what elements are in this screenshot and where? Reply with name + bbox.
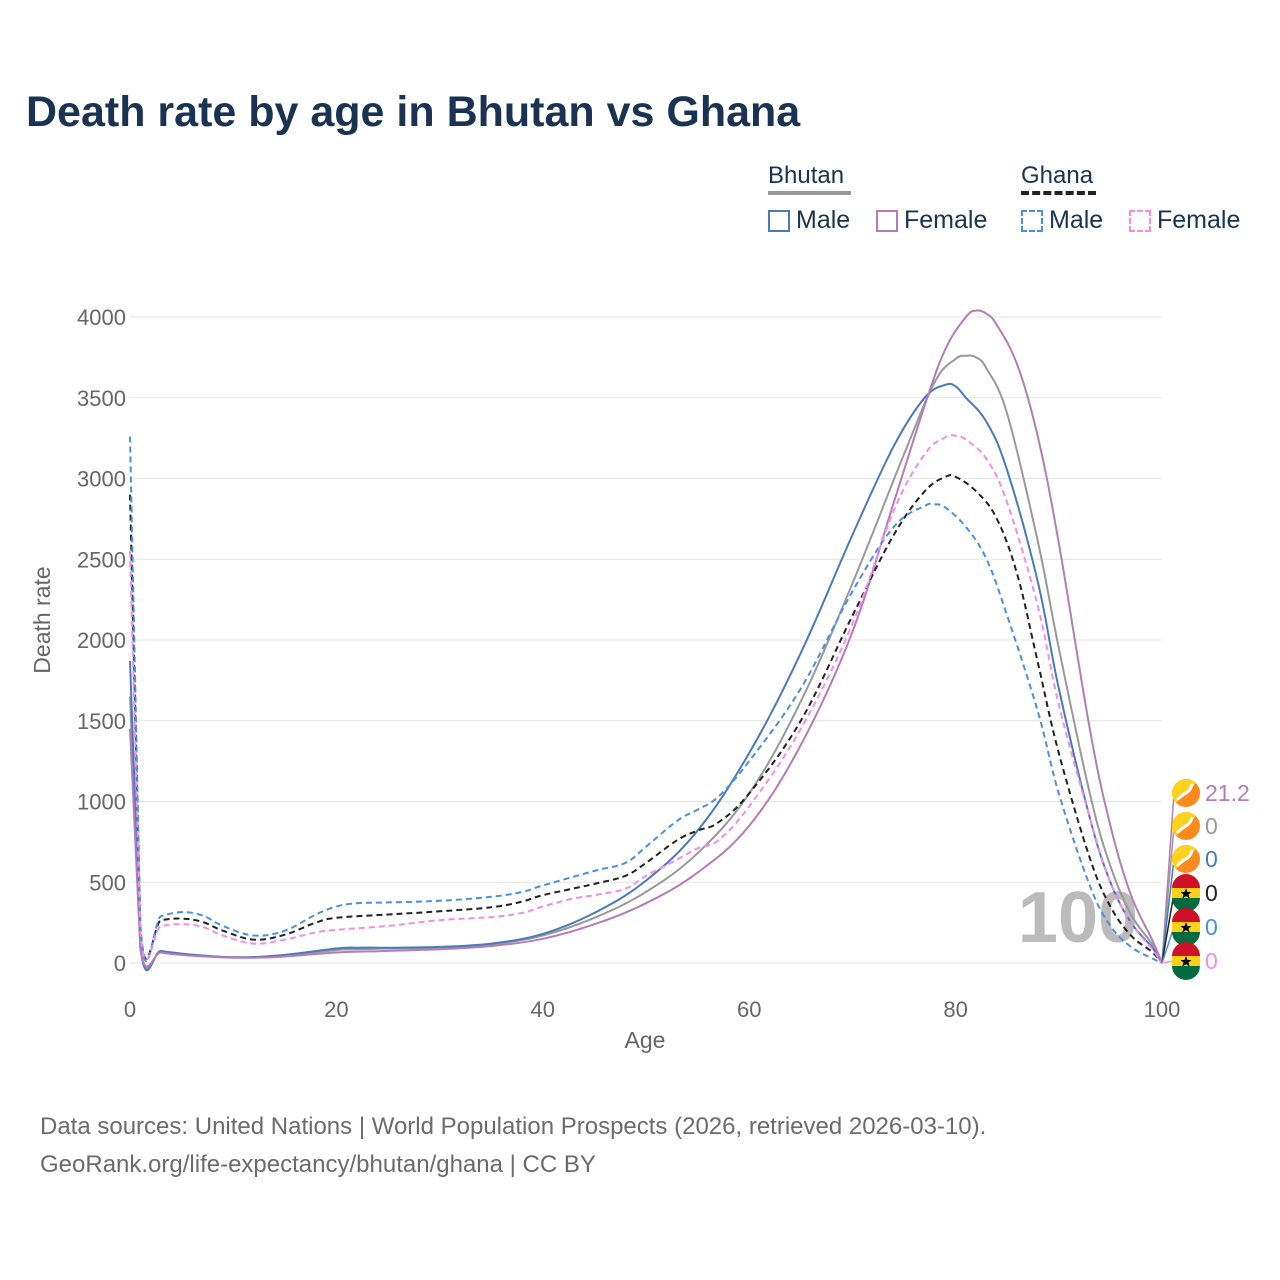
end-label-value: 0 [1205, 846, 1218, 872]
series-line-bhutan-female[interactable] [129, 309, 1163, 968]
end-label-ghana-total: 0 [1161, 874, 1218, 964]
legend-item-bhutan-female[interactable]: Female [876, 206, 987, 235]
legend-swatch-ghana-female [1129, 209, 1151, 232]
ghana-flag-icon [1172, 908, 1200, 946]
end-label-ghana-female: 0 [1161, 942, 1218, 980]
legend-item-ghana-female[interactable]: Female [1129, 206, 1240, 235]
y-axis-label: Death rate [29, 566, 55, 673]
x-axis-label: Age [625, 1027, 666, 1053]
series-line-ghana-total[interactable] [129, 473, 1163, 964]
x-tick-label: 20 [324, 997, 348, 1022]
legend-label-ghana-male: Male [1049, 206, 1104, 234]
y-tick-label: 3500 [77, 386, 126, 411]
legend-group-bhutan[interactable]: Bhutan [768, 162, 845, 189]
year-overlay: 100 [1018, 878, 1138, 958]
legend-bhutan-line [768, 191, 851, 195]
ghana-flag-icon [1172, 874, 1200, 912]
end-label-connector [1161, 858, 1175, 964]
x-tick-label: 80 [943, 997, 967, 1022]
ghana-flag-icon [1172, 942, 1200, 980]
x-tick-label: 100 [1144, 997, 1181, 1022]
chart-title: Death rate by age in Bhutan vs Ghana [26, 88, 801, 136]
end-label-value: 0 [1205, 948, 1218, 974]
y-tick-label: 1500 [77, 709, 126, 734]
end-label-value: 0 [1205, 914, 1218, 940]
end-label-value: 0 [1205, 813, 1218, 839]
y-tick-label: 500 [89, 870, 126, 895]
legend-group-ghana[interactable]: Ghana [1021, 162, 1094, 189]
series-line-ghana-male[interactable] [129, 436, 1163, 964]
end-label-value: 0 [1205, 880, 1218, 906]
bhutan-flag-icon [1171, 778, 1200, 807]
bhutan-flag-icon [1171, 811, 1200, 840]
y-tick-label: 0 [114, 951, 126, 976]
legend-swatch-bhutan-female [876, 209, 898, 232]
end-label-ghana-male: 0 [1161, 908, 1218, 964]
source-line-1: Data sources: United Nations | World Pop… [40, 1113, 987, 1140]
source-note: Data sources: United Nations | World Pop… [40, 1108, 986, 1184]
legend-swatch-ghana-male [1021, 209, 1043, 232]
x-tick-label: 0 [124, 997, 136, 1022]
y-tick-label: 4000 [77, 305, 126, 330]
x-tick-label: 40 [531, 997, 555, 1022]
legend-ghana-line [1021, 191, 1096, 195]
legend-label-bhutan-female: Female [904, 206, 988, 234]
legend-swatch-bhutan-male [768, 209, 790, 232]
y-tick-label: 2000 [77, 628, 126, 653]
end-label-connector [1161, 892, 1175, 964]
bhutan-flag-icon [1171, 844, 1200, 873]
legend-label-ghana-female: Female [1157, 206, 1241, 234]
legend-label-bhutan-male: Male [796, 206, 851, 234]
y-tick-label: 3000 [77, 467, 126, 492]
y-tick-label: 1000 [77, 790, 126, 815]
series-line-ghana-female[interactable] [129, 434, 1163, 964]
legend-item-bhutan-male[interactable]: Male [768, 206, 850, 235]
x-tick-label: 60 [737, 997, 761, 1022]
source-line-2[interactable]: GeoRank.org/life-expectancy/bhutan/ghana… [40, 1151, 596, 1178]
end-label-value: 21.2 [1205, 780, 1250, 806]
y-tick-label: 2500 [77, 547, 126, 572]
end-label-connector [1161, 926, 1175, 964]
legend-item-ghana-male[interactable]: Male [1021, 206, 1103, 235]
end-label-bhutan-male: 0 [1161, 844, 1218, 964]
